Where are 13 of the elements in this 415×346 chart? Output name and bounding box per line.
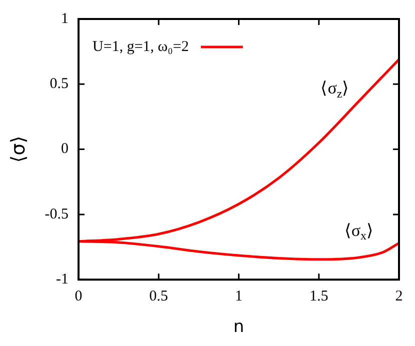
legend-label: U=1, g=1, ω₀=2: [92, 38, 189, 55]
x-tick-label: 2: [395, 288, 403, 305]
y-tick-label: 1: [61, 10, 69, 27]
x-tick-label: 1: [235, 288, 243, 305]
y-axis-title: ⟨σ⟩: [7, 136, 30, 163]
x-tick-label: 0.5: [149, 288, 168, 305]
y-tick-label: -1: [56, 272, 69, 288]
y-tick-label: -0.5: [44, 206, 69, 222]
x-tick-label: 0: [74, 288, 82, 305]
y-tick-label: 0: [61, 141, 69, 158]
x-tick-label: 1.5: [310, 288, 328, 305]
y-tick-label: 0.5: [50, 76, 69, 92]
x-axis-title: n: [233, 317, 244, 338]
